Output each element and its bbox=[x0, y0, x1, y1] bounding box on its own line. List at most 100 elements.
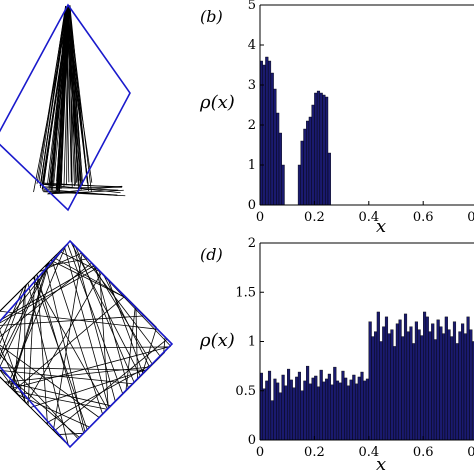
trajectory-segment-bottom-81 bbox=[0, 376, 66, 443]
bar-b-6 bbox=[276, 112, 280, 206]
billiard-border-top bbox=[0, 3, 131, 212]
bar-d-41 bbox=[371, 336, 375, 441]
y-tick-label-b-3: 3 bbox=[248, 78, 256, 93]
bar-d-35 bbox=[355, 383, 359, 441]
bar-d-76 bbox=[466, 316, 470, 441]
trajectory-segment-bottom-66 bbox=[32, 277, 109, 410]
trajectory-segment-bottom-73 bbox=[57, 432, 84, 435]
bar-d-49 bbox=[393, 346, 397, 441]
trajectory-segment-bottom-14 bbox=[0, 329, 26, 403]
trajectory-base-top-8 bbox=[43, 186, 123, 189]
axes-b: 0 1 2 3 4 5 0 0.2 0.4 0.6 0.8 bbox=[248, 0, 474, 225]
trajectory-segment-bottom-83 bbox=[11, 345, 171, 389]
bar-d-69 bbox=[447, 329, 451, 441]
trajectory-segment-bottom-87 bbox=[53, 257, 129, 300]
bar-d-13 bbox=[295, 376, 299, 441]
x-axis-label-d: x bbox=[376, 454, 386, 474]
bar-d-75 bbox=[463, 333, 467, 441]
bar-d-52 bbox=[401, 336, 405, 441]
trajectory-segment-bottom-33 bbox=[0, 267, 98, 324]
x-tick-label-d-3: 0.6 bbox=[413, 445, 434, 460]
trajectory-segment-bottom-2 bbox=[163, 336, 166, 354]
bar-d-32 bbox=[346, 385, 350, 441]
bar-d-33 bbox=[349, 379, 353, 441]
bar-b-16 bbox=[316, 90, 321, 206]
trajectory-base-top-7 bbox=[43, 191, 126, 197]
bar-d-3 bbox=[267, 370, 272, 441]
bar-d-15 bbox=[300, 390, 304, 441]
bar-d-51 bbox=[398, 319, 402, 441]
bar-b-4 bbox=[270, 72, 274, 206]
bar-b-20 bbox=[327, 152, 331, 206]
trajectory-bottom bbox=[0, 241, 172, 446]
bar-b-12 bbox=[306, 120, 310, 206]
bar-d-6 bbox=[276, 382, 280, 441]
bar-b-9 bbox=[297, 164, 301, 206]
trajectory-segment-bottom-49 bbox=[44, 258, 88, 267]
trajectory-segment-bottom-88 bbox=[26, 272, 102, 404]
trajectory-segment-bottom-61 bbox=[30, 368, 148, 408]
x-tick-label-d-2: 0.4 bbox=[358, 445, 379, 460]
bar-d-23 bbox=[322, 381, 326, 441]
bar-d-54 bbox=[406, 331, 410, 441]
bar-d-22 bbox=[319, 369, 323, 441]
x-tick-label-b-2: 0.4 bbox=[358, 210, 379, 225]
bar-b-8 bbox=[281, 164, 285, 206]
x-tick-label-d-1: 0.2 bbox=[304, 445, 325, 460]
bar-d-30 bbox=[341, 370, 345, 441]
x-tick-label-b-1: 0.2 bbox=[304, 210, 325, 225]
bar-b-17 bbox=[319, 92, 323, 206]
bar-d-64 bbox=[433, 339, 437, 441]
trajectory-segment-bottom-1 bbox=[70, 241, 141, 377]
trajectory-segment-bottom-91 bbox=[63, 246, 110, 409]
trajectory-segment-bottom-63 bbox=[12, 285, 26, 391]
bar-d-7 bbox=[278, 392, 282, 441]
bar-b-7 bbox=[278, 132, 282, 206]
bar-d-28 bbox=[335, 380, 340, 441]
x-tick-label-b-0: 0 bbox=[256, 210, 264, 225]
x-tick-label-d-4: 0.8 bbox=[467, 445, 474, 460]
y-axis-label-d: ρ(x) bbox=[199, 330, 235, 351]
trajectory-segment-bottom-72 bbox=[10, 263, 49, 388]
bar-d-24 bbox=[325, 378, 329, 441]
bar-d-29 bbox=[338, 382, 342, 441]
bar-d-16 bbox=[303, 380, 307, 441]
bar-d-61 bbox=[425, 316, 429, 441]
bar-d-47 bbox=[387, 333, 391, 441]
bar-d-48 bbox=[390, 329, 394, 441]
trajectory-segment-bottom-21 bbox=[27, 282, 69, 446]
bar-d-53 bbox=[403, 313, 408, 441]
trajectory-segment-bottom-17 bbox=[0, 354, 79, 440]
bar-b-18 bbox=[322, 94, 326, 206]
bar-d-40 bbox=[368, 321, 372, 441]
trajectory-segment-bottom-79 bbox=[0, 346, 171, 350]
bar-d-11 bbox=[289, 379, 293, 441]
trajectory-segment-bottom-43 bbox=[77, 248, 161, 357]
bar-d-74 bbox=[461, 323, 465, 441]
bar-d-1 bbox=[262, 388, 266, 441]
bar-d-65 bbox=[436, 319, 440, 441]
trajectory-segment-bottom-70 bbox=[141, 327, 157, 376]
bars-b bbox=[259, 56, 331, 206]
trajectory-segment-bottom-85 bbox=[0, 376, 7, 384]
bar-d-57 bbox=[414, 321, 418, 441]
panel-label-d: (d) bbox=[200, 245, 223, 264]
axes-d: 0 0.5 1 1.5 2 0 0.2 0.4 0.6 0.8 bbox=[235, 236, 474, 460]
bar-d-36 bbox=[357, 376, 361, 441]
bar-d-19 bbox=[311, 377, 315, 441]
bar-d-2 bbox=[265, 380, 269, 441]
y-tick-label-d-1: 0.5 bbox=[235, 384, 256, 399]
trajectory-segment-bottom-50 bbox=[0, 310, 159, 330]
bar-d-70 bbox=[450, 336, 454, 441]
bar-d-42 bbox=[374, 331, 378, 441]
bar-d-56 bbox=[412, 343, 416, 441]
bar-d-58 bbox=[417, 329, 421, 441]
trajectory-segment-bottom-68 bbox=[75, 246, 135, 383]
billiard-panel-bottom bbox=[0, 239, 174, 449]
trajectory-segment-bottom-77 bbox=[13, 295, 126, 391]
y-tick-label-b-4: 4 bbox=[248, 38, 256, 53]
billiard-panel-top bbox=[0, 3, 131, 212]
bar-d-68 bbox=[444, 316, 448, 441]
bar-d-5 bbox=[273, 378, 277, 441]
bar-d-9 bbox=[284, 385, 288, 441]
